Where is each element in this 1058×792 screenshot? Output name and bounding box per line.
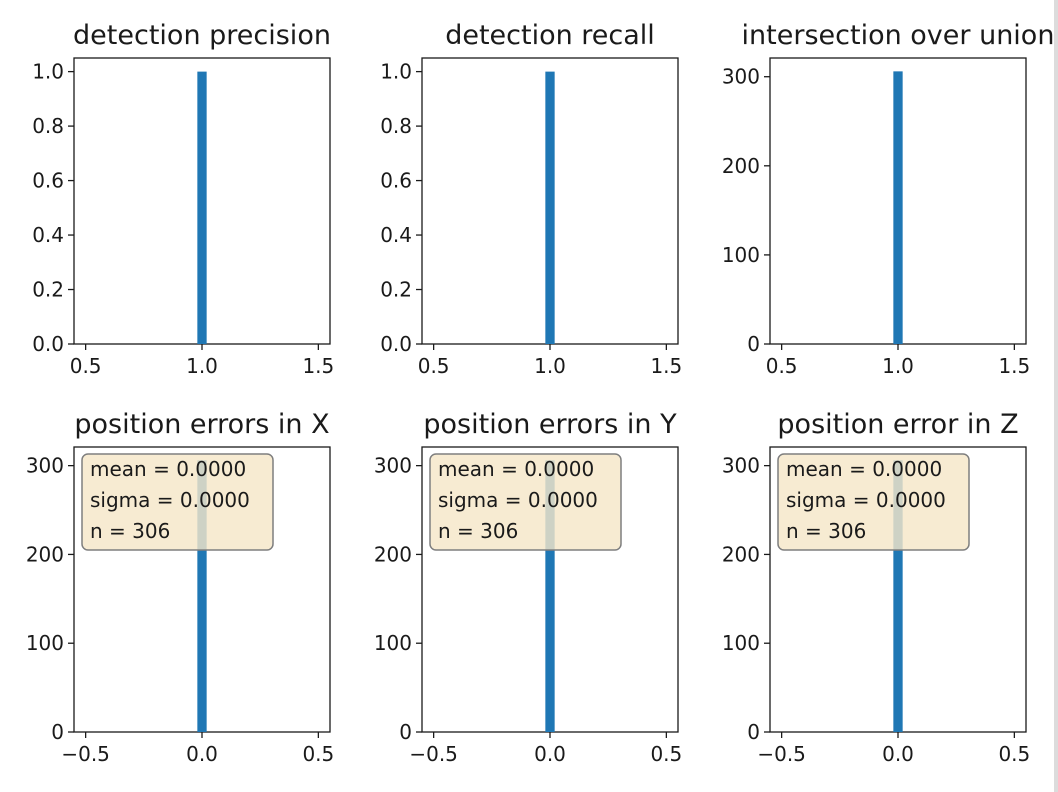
stats-box — [777, 453, 970, 551]
y-tick-label: 100 — [26, 631, 64, 655]
x-tick-label: 1.5 — [302, 354, 334, 378]
x-tick-label: −0.5 — [757, 742, 806, 766]
y-tick-label: 0.0 — [380, 332, 412, 356]
y-tick-label: 300 — [374, 454, 412, 478]
y-tick-label: 100 — [722, 631, 760, 655]
x-tick-label: 0.5 — [998, 742, 1030, 766]
y-tick-label: 0.6 — [380, 169, 412, 193]
x-tick-label: 0.0 — [882, 742, 914, 766]
y-tick-label: 1.0 — [380, 60, 412, 84]
stats-line: sigma = 0.0000 — [438, 488, 598, 512]
histogram-bar — [893, 460, 903, 732]
stats-box — [429, 453, 622, 551]
y-tick-label: 0 — [399, 720, 412, 744]
histogram-bar — [197, 460, 207, 732]
y-tick-label: 100 — [722, 243, 760, 267]
y-tick-label: 200 — [374, 542, 412, 566]
panel-title: detection recall — [445, 20, 655, 51]
panel-title: detection precision — [73, 20, 331, 51]
x-tick-label: 1.0 — [186, 354, 218, 378]
panel-detection-precision: 0.0 0.2 0.4 0.6 0.8 1.0 0.5 1.0 1.5 detection pre… — [32, 20, 334, 378]
y-tick-label: 200 — [26, 542, 64, 566]
y-tick-label: 0.0 — [32, 332, 64, 356]
stats-line: sigma = 0.0000 — [786, 488, 946, 512]
y-tick-label: 0.6 — [32, 169, 64, 193]
x-tick-label: 0.5 — [418, 354, 450, 378]
panel-position-errors-in-x: 0 100 200 300 −0.5 0.0 0.5 position errors in X… — [26, 409, 334, 766]
y-tick-label: 300 — [722, 454, 760, 478]
y-tick-label: 0.2 — [380, 278, 412, 302]
panel-title: intersection over union — [742, 20, 1055, 51]
x-tick-label: −0.5 — [61, 742, 110, 766]
y-tick-label: 200 — [722, 154, 760, 178]
panel-title: position errors in Y — [423, 409, 677, 440]
x-tick-label: 1.0 — [534, 354, 566, 378]
x-tick-label: 0.5 — [302, 742, 334, 766]
y-tick-label: 0 — [51, 720, 64, 744]
stats-box — [81, 453, 274, 551]
x-tick-label: 1.0 — [882, 354, 914, 378]
x-tick-label: 1.5 — [650, 354, 682, 378]
stats-line: n = 306 — [786, 519, 866, 543]
stats-line: mean = 0.0000 — [786, 457, 942, 481]
panel-position-errors-in-y: 0 100 200 300 −0.5 0.0 0.5 position errors in Y… — [374, 409, 682, 766]
y-tick-label: 0.4 — [32, 223, 64, 247]
y-tick-label: 0.8 — [32, 114, 64, 138]
y-tick-label: 1.0 — [32, 60, 64, 84]
stats-line: n = 306 — [438, 519, 518, 543]
histogram-bar — [893, 71, 903, 344]
stats-line: mean = 0.0000 — [438, 457, 594, 481]
panel-position-error-in-z: 0 100 200 300 −0.5 0.0 0.5 position error in Z m… — [722, 409, 1030, 766]
y-tick-label: 100 — [374, 631, 412, 655]
histogram-bar — [545, 460, 555, 732]
stats-line: n = 306 — [90, 519, 170, 543]
y-tick-label: 0.2 — [32, 278, 64, 302]
y-tick-label: 0.8 — [380, 114, 412, 138]
x-tick-label: 1.5 — [998, 354, 1030, 378]
stats-line: mean = 0.0000 — [90, 457, 246, 481]
y-tick-label: 200 — [722, 542, 760, 566]
x-tick-label: 0.5 — [766, 354, 798, 378]
y-tick-label: 300 — [26, 454, 64, 478]
y-tick-label: 0 — [747, 332, 760, 356]
x-tick-label: 0.0 — [534, 742, 566, 766]
y-tick-label: 300 — [722, 65, 760, 89]
panel-title: position error in Z — [777, 409, 1018, 440]
panel-title: position errors in X — [74, 409, 329, 440]
histogram-bar — [545, 71, 555, 344]
x-tick-label: 0.5 — [70, 354, 102, 378]
right-edge-strip — [1054, 0, 1058, 792]
x-tick-label: 0.5 — [650, 742, 682, 766]
x-tick-label: 0.0 — [186, 742, 218, 766]
y-tick-label: 0 — [747, 720, 760, 744]
stats-line: sigma = 0.0000 — [90, 488, 250, 512]
x-tick-label: −0.5 — [409, 742, 458, 766]
histogram-bar — [197, 71, 207, 344]
panel-detection-recall: 0.0 0.2 0.4 0.6 0.8 1.0 0.5 1.0 1.5 detection rec… — [380, 20, 682, 378]
y-tick-label: 0.4 — [380, 223, 412, 247]
panel-intersection-over-union: 0 100 200 300 0.5 1.0 1.5 intersection over uni… — [722, 20, 1055, 378]
